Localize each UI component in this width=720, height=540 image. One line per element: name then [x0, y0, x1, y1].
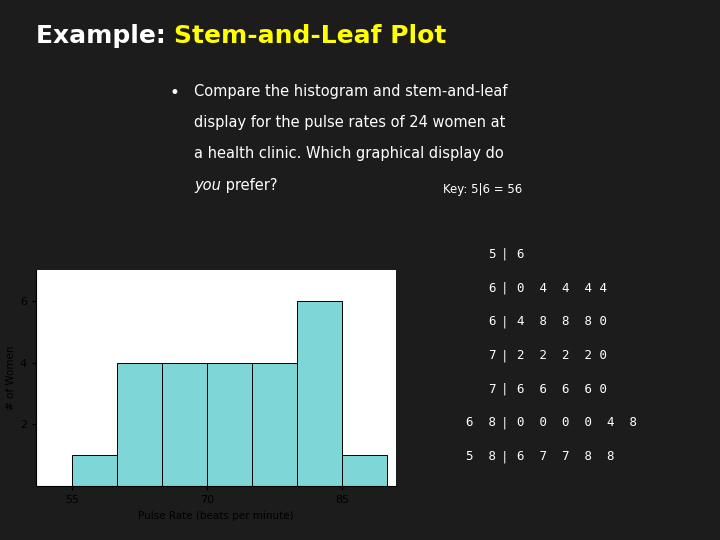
Text: 0  0  0  0  4  8: 0 0 0 0 4 8 — [517, 416, 636, 429]
Text: 5: 5 — [488, 248, 496, 261]
Text: 2  2  2  2 0: 2 2 2 2 0 — [517, 349, 607, 362]
Bar — [297, 301, 342, 486]
Text: you: you — [194, 178, 221, 193]
Text: 6: 6 — [488, 315, 496, 328]
Bar — [207, 362, 252, 486]
Bar — [162, 362, 207, 486]
Text: Stem-and-Leaf Plot: Stem-and-Leaf Plot — [174, 24, 447, 48]
Text: |: | — [501, 416, 508, 429]
Text: •: • — [169, 84, 179, 102]
Text: 6  7  7  8  8: 6 7 7 8 8 — [517, 450, 614, 463]
Bar — [117, 362, 162, 486]
X-axis label: Pulse Rate (beats per minute): Pulse Rate (beats per minute) — [138, 511, 294, 521]
Text: 0  4  4  4 4: 0 4 4 4 4 — [517, 282, 607, 295]
Text: 5  8: 5 8 — [466, 450, 496, 463]
Text: prefer?: prefer? — [221, 178, 278, 193]
Text: 6                          4: 6 4 — [517, 248, 720, 261]
Text: 7: 7 — [488, 383, 496, 396]
Text: |: | — [501, 349, 508, 362]
Text: 7: 7 — [488, 349, 496, 362]
Bar — [72, 455, 117, 486]
Text: |: | — [501, 248, 508, 261]
Y-axis label: # of Women: # of Women — [6, 346, 16, 410]
Text: |: | — [501, 315, 508, 328]
Text: 6  8: 6 8 — [466, 416, 496, 429]
Text: 6: 6 — [488, 282, 496, 295]
Text: Compare the histogram and stem-and-leaf: Compare the histogram and stem-and-leaf — [194, 84, 508, 99]
Text: display for the pulse rates of 24 women at: display for the pulse rates of 24 women … — [194, 115, 505, 130]
Text: |: | — [501, 282, 508, 295]
Text: |: | — [501, 383, 508, 396]
Text: 6  6  6  6 0: 6 6 6 6 0 — [517, 383, 607, 396]
Bar — [252, 362, 297, 486]
Text: |: | — [501, 450, 508, 463]
Text: Key: 5|6 = 56: Key: 5|6 = 56 — [443, 183, 522, 196]
Text: a health clinic. Which graphical display do: a health clinic. Which graphical display… — [194, 146, 504, 161]
Bar — [342, 455, 387, 486]
Text: Example:: Example: — [36, 24, 174, 48]
Text: 4  8  8  8 0: 4 8 8 8 0 — [517, 315, 607, 328]
